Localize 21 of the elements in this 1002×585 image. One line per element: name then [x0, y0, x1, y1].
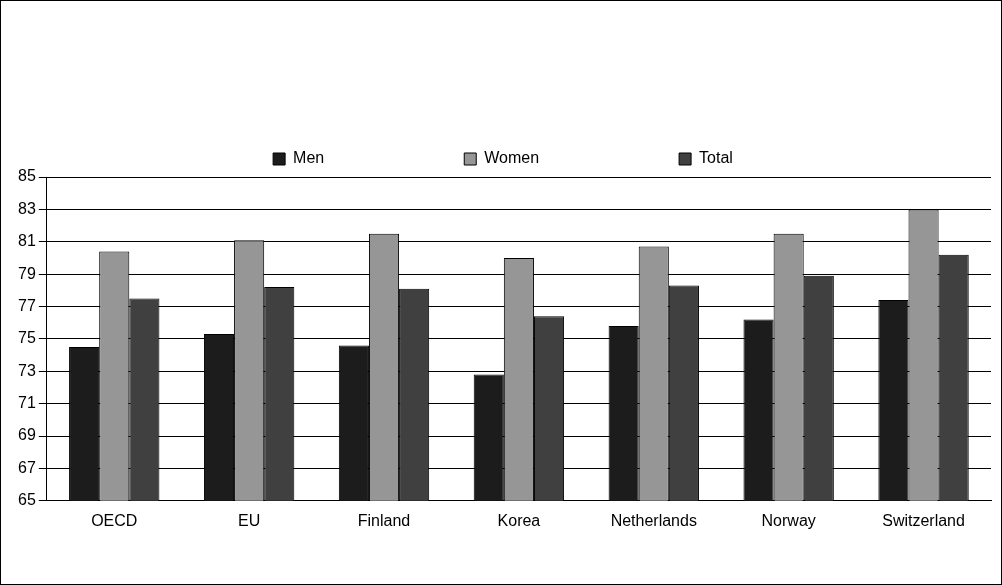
y-tick-label: 69 — [18, 426, 36, 444]
x-tick-label: OECD — [91, 511, 138, 529]
y-tick-label: 65 — [18, 491, 36, 509]
x-tick-label: Switzerland — [882, 511, 965, 529]
x-tick-label: Korea — [497, 511, 541, 529]
y-tick-label: 85 — [18, 167, 36, 185]
x-tick-label: EU — [238, 511, 261, 529]
y-tick-label: 81 — [18, 232, 36, 250]
y-tick-label: 75 — [18, 329, 36, 347]
y-tick-label: 77 — [18, 296, 36, 314]
x-tick-label: Netherlands — [610, 511, 697, 529]
legend-label: Men — [293, 149, 325, 167]
y-tick-label: 79 — [18, 264, 36, 282]
y-tick-label: 71 — [18, 394, 36, 412]
legend-label: Total — [699, 149, 733, 167]
y-tick-label: 73 — [18, 361, 36, 379]
y-tick-label: 83 — [18, 199, 36, 217]
x-tick-label: Finland — [357, 511, 411, 529]
legend-label: Women — [484, 149, 540, 167]
y-tick-label: 67 — [18, 458, 36, 476]
x-tick-label: Norway — [761, 511, 816, 529]
